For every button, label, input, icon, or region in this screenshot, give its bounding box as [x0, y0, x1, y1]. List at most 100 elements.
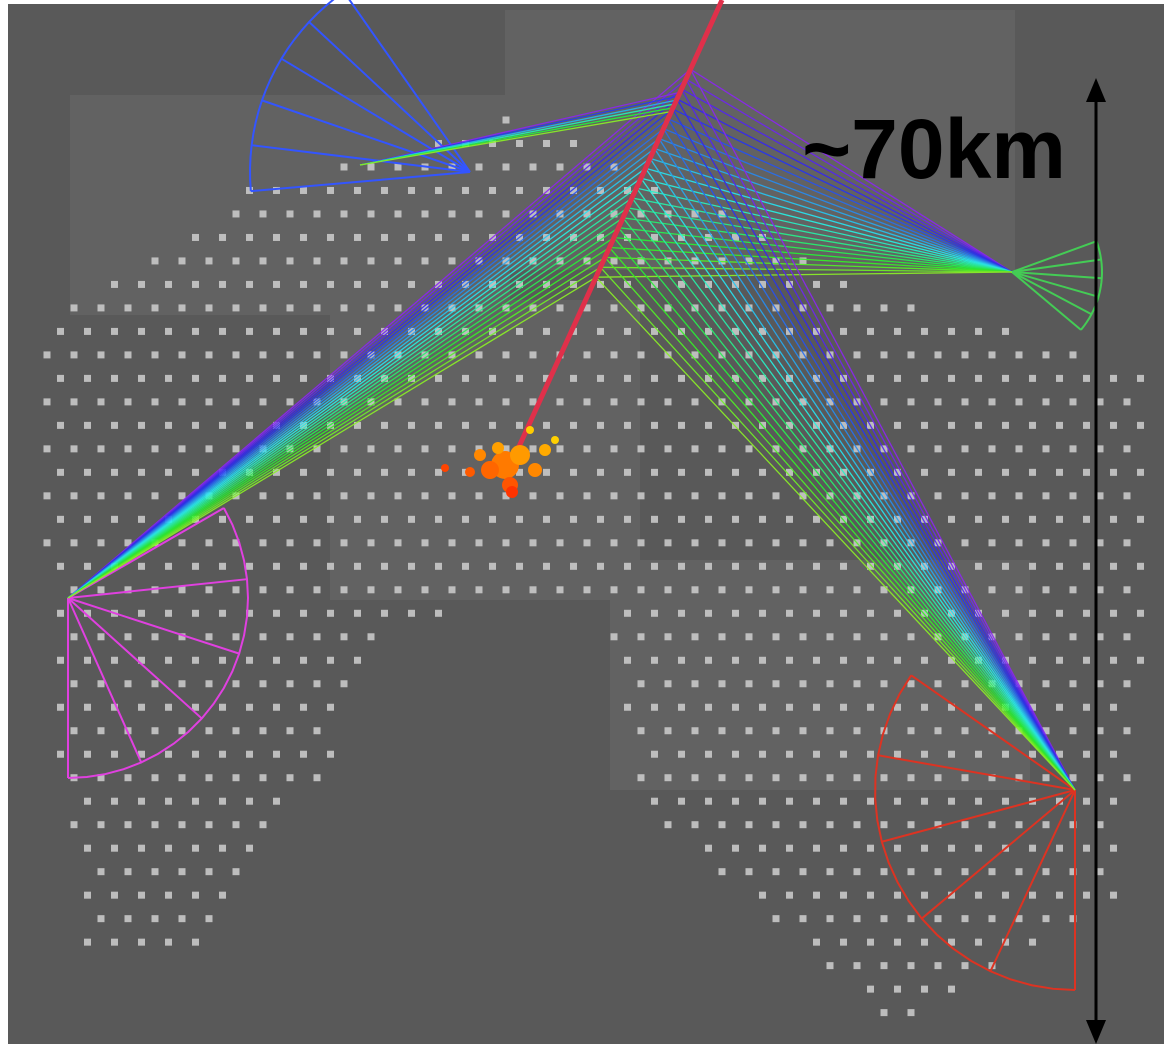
detector [840, 704, 847, 711]
detector [705, 798, 712, 805]
detector [827, 727, 834, 734]
hit [551, 436, 559, 444]
detector [638, 633, 645, 640]
detector [138, 328, 145, 335]
detector [1029, 469, 1036, 476]
detector [975, 375, 982, 382]
detector [476, 492, 483, 499]
detector [962, 821, 969, 828]
detector [408, 563, 415, 570]
detector [354, 234, 361, 241]
detector [611, 398, 618, 405]
detector [611, 257, 618, 264]
detector [1029, 845, 1036, 852]
detector [624, 516, 631, 523]
detector [530, 351, 537, 358]
detector [881, 633, 888, 640]
detector [138, 422, 145, 429]
detector [1043, 492, 1050, 499]
detector [125, 492, 132, 499]
detector [692, 398, 699, 405]
detector [989, 492, 996, 499]
detector [71, 633, 78, 640]
detector [962, 351, 969, 358]
detector [1056, 845, 1063, 852]
detector [408, 422, 415, 429]
detector [1110, 892, 1117, 899]
detector [800, 633, 807, 640]
detector [624, 469, 631, 476]
detector [233, 445, 240, 452]
detector [867, 375, 874, 382]
detector [1016, 492, 1023, 499]
detector [543, 422, 550, 429]
detector [1029, 751, 1036, 758]
detector [408, 469, 415, 476]
detector [557, 398, 564, 405]
detector [530, 163, 537, 170]
detector [840, 939, 847, 946]
detector [759, 845, 766, 852]
detector [71, 821, 78, 828]
detector [327, 328, 334, 335]
detector [273, 751, 280, 758]
detector [354, 516, 361, 523]
detector [260, 774, 267, 781]
detector [746, 868, 753, 875]
detector [867, 751, 874, 758]
detector [314, 304, 321, 311]
detector [1070, 492, 1077, 499]
detector [651, 610, 658, 617]
detector [1083, 657, 1090, 664]
detector [1097, 680, 1104, 687]
detector [327, 234, 334, 241]
detector [1043, 774, 1050, 781]
detector [287, 257, 294, 264]
detector [125, 633, 132, 640]
detector [476, 210, 483, 217]
detector [462, 234, 469, 241]
detector [435, 516, 442, 523]
detector [732, 422, 739, 429]
detector [368, 163, 375, 170]
detector [827, 774, 834, 781]
detector [813, 704, 820, 711]
detector [233, 586, 240, 593]
detector [584, 492, 591, 499]
detector [705, 610, 712, 617]
detector [759, 610, 766, 617]
detector [665, 586, 672, 593]
detector [300, 281, 307, 288]
detector [260, 586, 267, 593]
detector [422, 492, 429, 499]
detector [962, 962, 969, 969]
detector [638, 727, 645, 734]
detector [98, 304, 105, 311]
detector [449, 586, 456, 593]
detector [152, 774, 159, 781]
detector [624, 563, 631, 570]
detector [1137, 657, 1144, 664]
detector [489, 563, 496, 570]
detector [1097, 445, 1104, 452]
detector [921, 751, 928, 758]
detector [152, 821, 159, 828]
detector [1029, 939, 1036, 946]
detector [1110, 516, 1117, 523]
detector [462, 187, 469, 194]
detector [543, 328, 550, 335]
detector [327, 704, 334, 711]
detector [1083, 375, 1090, 382]
detector [125, 351, 132, 358]
detector [300, 516, 307, 523]
detector [570, 422, 577, 429]
detector [1097, 868, 1104, 875]
detector [1029, 422, 1036, 429]
detector [962, 868, 969, 875]
detector [206, 398, 213, 405]
detector [719, 821, 726, 828]
detector [152, 915, 159, 922]
detector [732, 516, 739, 523]
detector [476, 586, 483, 593]
detector [1029, 610, 1036, 617]
